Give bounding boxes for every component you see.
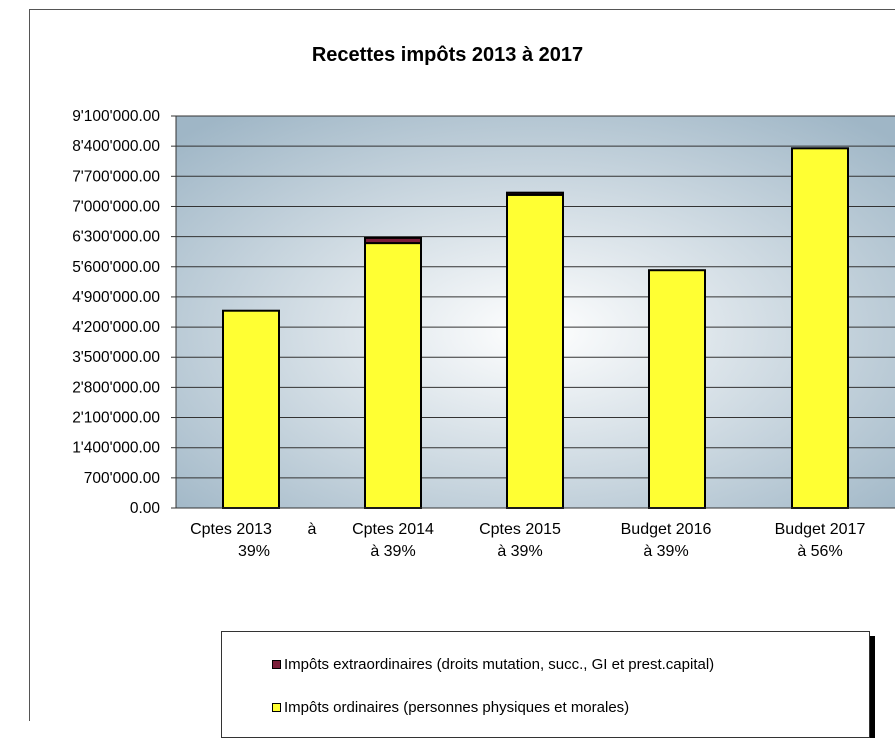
bar-extraordinaires — [506, 191, 564, 196]
y-tick-label: 2'800'000.00 — [72, 379, 160, 396]
y-tick-label: 8'400'000.00 — [72, 138, 160, 155]
x-category-sublabel: 39% — [238, 543, 270, 560]
bar-chart: 0.00 700'000.00 1'400'000.00 2'100'000.00 2'… — [72, 108, 895, 560]
bar-extraordinaires — [364, 236, 422, 245]
x-category-sublabel: à 39% — [497, 543, 542, 560]
y-tick-label: 3'500'000.00 — [72, 349, 160, 366]
y-tick-label: 700'000.00 — [84, 470, 161, 487]
legend-item-extraordinaires: Impôts extraordinaires (droits mutation,… — [272, 656, 714, 673]
y-tick-label: 9'100'000.00 — [72, 108, 160, 125]
y-tick-label: 6'300'000.00 — [72, 229, 160, 246]
legend-swatch-maroon — [272, 660, 281, 669]
legend-label: Impôts extraordinaires (droits mutation,… — [284, 656, 715, 673]
bar-ordinaires — [364, 242, 422, 509]
bar-ordinaires — [648, 269, 706, 510]
x-category-label: à — [308, 521, 317, 538]
x-category-label: Cptes 2014 — [352, 521, 434, 538]
bar-ordinaires — [222, 309, 280, 510]
x-category-label: Budget 2017 — [775, 521, 866, 538]
x-category-label: Cptes 2015 — [479, 521, 561, 538]
y-tick-label: 7'700'000.00 — [72, 168, 160, 185]
legend-label: Impôts ordinaires (personnes physiques e… — [284, 699, 630, 716]
y-tick-label: 1'400'000.00 — [72, 440, 160, 457]
y-tick-label: 4'900'000.00 — [72, 289, 160, 306]
x-category-sublabel: à 56% — [797, 543, 842, 560]
x-category-sublabel: à 39% — [370, 543, 415, 560]
x-category-label: Cptes 2013 — [190, 521, 272, 538]
y-tick-label: 4'200'000.00 — [72, 319, 160, 336]
bar-ordinaires — [791, 147, 849, 510]
chart-legend: Impôts extraordinaires (droits mutation,… — [221, 631, 870, 738]
y-tick-label: 7'000'000.00 — [72, 198, 160, 215]
bar-ordinaires — [506, 193, 564, 509]
y-tick-label: 2'100'000.00 — [72, 410, 160, 427]
legend-swatch-yellow — [272, 703, 281, 712]
x-category-label: Budget 2016 — [621, 521, 712, 538]
x-category-sublabel: à 39% — [643, 543, 688, 560]
legend-item-ordinaires: Impôts ordinaires (personnes physiques e… — [272, 699, 629, 716]
chart-title: Recettes impôts 2013 à 2017 — [311, 44, 584, 66]
y-tick-label: 0.00 — [130, 500, 161, 517]
y-tick-label: 5'600'000.00 — [72, 259, 160, 276]
